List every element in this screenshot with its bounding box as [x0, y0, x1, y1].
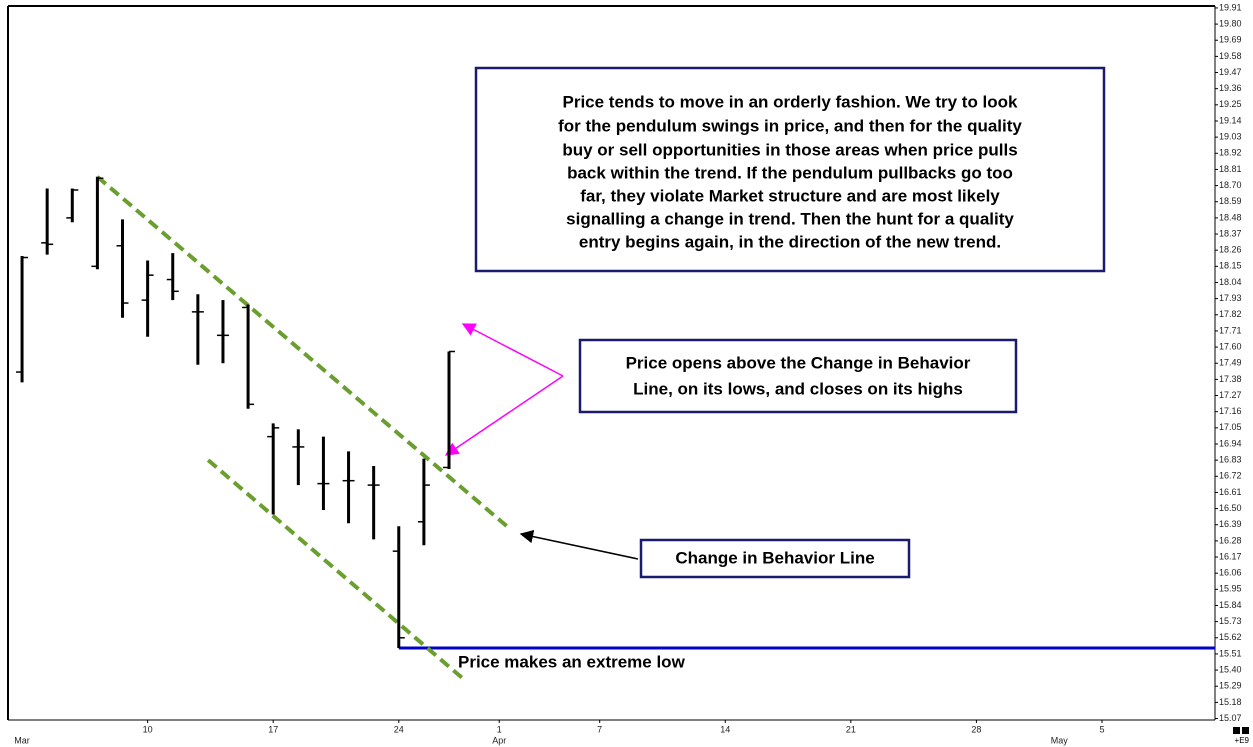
x-tick-label: 5: [1099, 724, 1104, 734]
note-line: Price tends to move in an orderly fashio…: [563, 92, 1019, 111]
y-tick-label: 17.71: [1219, 325, 1242, 335]
corner-square: [1242, 727, 1249, 734]
month-label: May: [1051, 735, 1069, 745]
y-tick-label: 16.94: [1219, 438, 1242, 448]
note-line: Price makes an extreme low: [458, 652, 686, 671]
y-tick-label: 17.38: [1219, 374, 1242, 384]
note-line: signalling a change in trend. Then the h…: [566, 209, 1014, 228]
y-tick-label: 17.16: [1219, 406, 1242, 416]
x-tick-label: 21: [846, 724, 856, 734]
y-tick-label: 19.25: [1219, 99, 1242, 109]
y-tick-label: 16.50: [1219, 503, 1242, 513]
note-line: Change in Behavior Line: [675, 548, 874, 567]
y-tick-label: 17.82: [1219, 309, 1242, 319]
y-tick-label: 15.18: [1219, 697, 1242, 707]
note-line: for the pendulum swings in price, and th…: [558, 116, 1022, 135]
y-tick-label: 17.60: [1219, 341, 1242, 351]
y-tick-label: 15.73: [1219, 616, 1242, 626]
note-line: Price opens above the Change in Behavior: [626, 353, 971, 372]
y-tick-label: 15.95: [1219, 584, 1242, 594]
trend-line: [206, 458, 465, 681]
x-tick-label: 1: [497, 724, 502, 734]
y-tick-label: 18.37: [1219, 228, 1242, 238]
y-tick-label: 19.58: [1219, 51, 1242, 61]
y-tick-label: 16.06: [1219, 568, 1242, 578]
note-box: [578, 338, 1018, 414]
arrow: [461, 323, 564, 377]
note-line: buy or sell opportunities in those areas…: [562, 140, 1017, 159]
y-tick-label: 18.81: [1219, 164, 1242, 174]
arrow: [444, 375, 564, 456]
corner-label: +E9: [1235, 736, 1250, 745]
y-tick-label: 16.17: [1219, 551, 1242, 561]
y-tick-label: 19.47: [1219, 67, 1242, 77]
y-tick-label: 15.40: [1219, 664, 1242, 674]
y-tick-label: 17.93: [1219, 293, 1242, 303]
y-tick-label: 18.48: [1219, 212, 1242, 222]
note-line: Line, on its lows, and closes on its hig…: [633, 379, 963, 398]
month-label: Apr: [492, 735, 506, 745]
note-box: [474, 66, 1106, 273]
y-tick-label: 18.15: [1219, 261, 1242, 271]
y-tick-label: 16.61: [1219, 487, 1242, 497]
y-tick-label: 19.69: [1219, 35, 1242, 45]
y-tick-label: 18.04: [1219, 277, 1242, 287]
y-tick-label: 18.59: [1219, 196, 1242, 206]
y-tick-label: 15.29: [1219, 681, 1242, 691]
y-tick-label: 15.62: [1219, 632, 1242, 642]
main-note: Price tends to move in an orderly fashio…: [558, 92, 1022, 251]
y-tick-label: 19.03: [1219, 132, 1242, 142]
y-tick-label: 18.70: [1219, 180, 1242, 190]
y-tick-label: 18.26: [1219, 245, 1242, 255]
y-tick-label: 16.72: [1219, 471, 1242, 481]
y-tick-label: 19.36: [1219, 83, 1242, 93]
arrow: [519, 529, 639, 560]
x-tick-label: 14: [720, 724, 730, 734]
y-tick-label: 15.84: [1219, 600, 1242, 610]
y-tick-label: 19.91: [1219, 2, 1242, 12]
y-tick-label: 19.14: [1219, 115, 1242, 125]
y-tick-label: 17.05: [1219, 422, 1242, 432]
x-tick-label: 28: [971, 724, 981, 734]
x-tick-label: 7: [597, 724, 602, 734]
y-tick-label: 16.83: [1219, 455, 1242, 465]
y-tick-label: 15.51: [1219, 648, 1242, 658]
y-tick-label: 19.80: [1219, 18, 1242, 28]
month-label: Mar: [14, 735, 30, 745]
x-tick-label: 24: [394, 724, 404, 734]
note-box: [639, 538, 911, 579]
y-tick-label: 18.92: [1219, 148, 1242, 158]
corner-square: [1233, 727, 1240, 734]
note-line: back within the trend. If the pendulum p…: [567, 163, 1013, 182]
note-line: far, they violate Market structure and a…: [580, 186, 1000, 205]
trend-line: [96, 175, 512, 531]
x-tick-label: 10: [143, 724, 153, 734]
y-tick-label: 15.07: [1219, 713, 1242, 723]
y-tick-label: 16.39: [1219, 519, 1242, 529]
y-tick-label: 16.28: [1219, 535, 1242, 545]
y-tick-label: 17.49: [1219, 358, 1242, 368]
note-line: entry begins again, in the direction of …: [579, 232, 1001, 251]
y-tick-label: 17.27: [1219, 390, 1242, 400]
x-tick-label: 17: [268, 724, 278, 734]
